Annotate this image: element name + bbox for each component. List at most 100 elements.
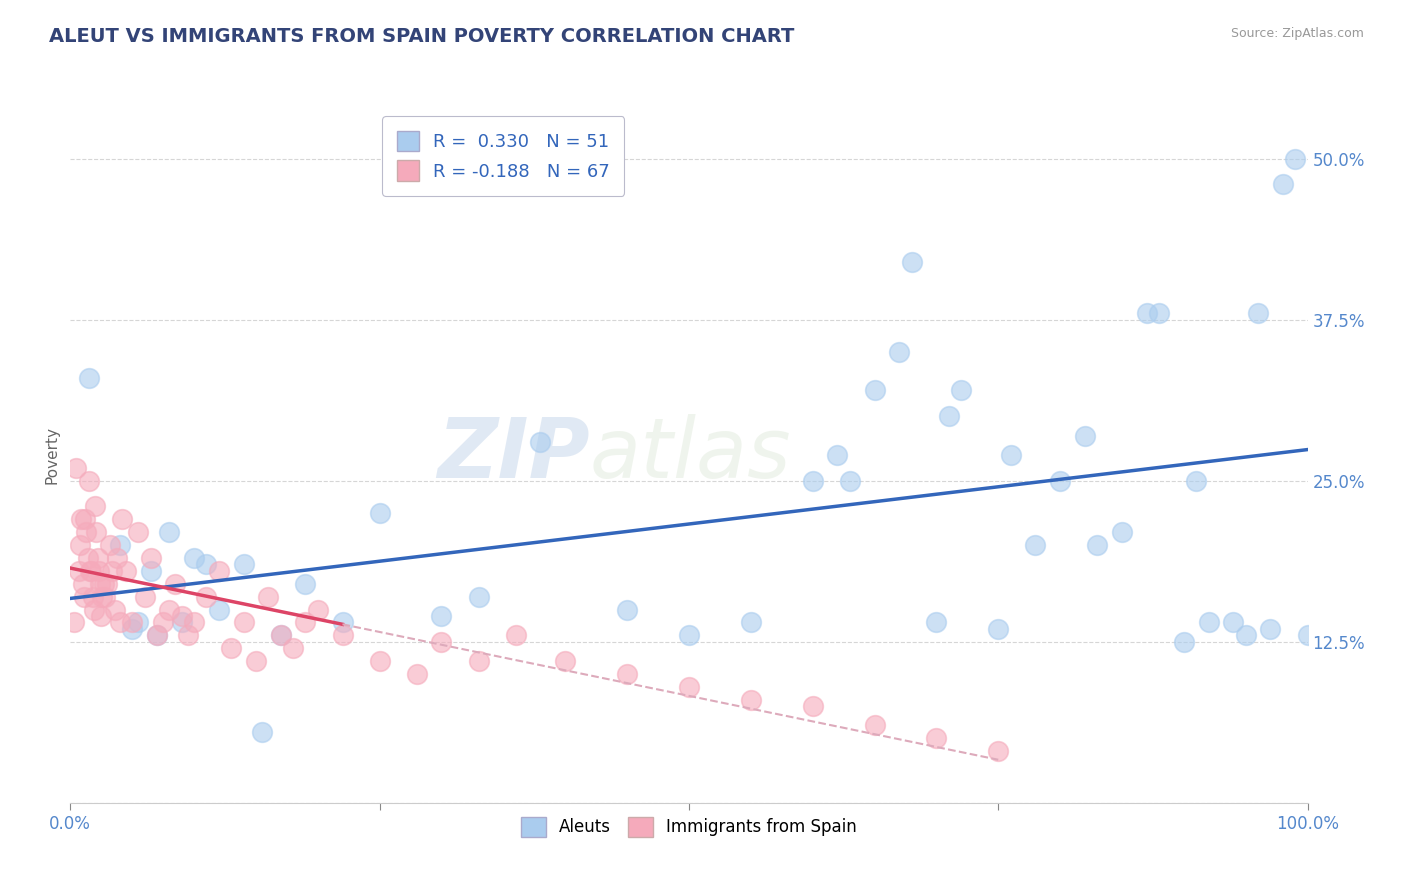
Point xyxy=(77,474,100,488)
Text: ZIP: ZIP xyxy=(437,415,591,495)
Point xyxy=(1284,152,1306,166)
Point xyxy=(1247,306,1270,320)
Point xyxy=(294,576,316,591)
Point xyxy=(84,525,107,540)
Point xyxy=(505,628,527,642)
Legend: Aleuts, Immigrants from Spain: Aleuts, Immigrants from Spain xyxy=(515,811,863,843)
Point xyxy=(1049,474,1071,488)
Point xyxy=(294,615,316,630)
Point xyxy=(554,654,576,668)
Point xyxy=(950,384,973,398)
Point xyxy=(98,538,121,552)
Point xyxy=(900,254,922,268)
Point xyxy=(863,384,886,398)
Point xyxy=(170,615,193,630)
Point xyxy=(127,525,149,540)
Point xyxy=(121,615,143,630)
Point xyxy=(108,615,131,630)
Point xyxy=(208,564,231,578)
Point xyxy=(1260,622,1282,636)
Point xyxy=(67,564,90,578)
Point xyxy=(1173,634,1195,648)
Point xyxy=(157,525,180,540)
Point xyxy=(1198,615,1220,630)
Point xyxy=(250,725,273,739)
Point xyxy=(90,609,112,624)
Point xyxy=(183,551,205,566)
Point xyxy=(69,538,91,552)
Point xyxy=(139,564,162,578)
Point xyxy=(70,512,93,526)
Point xyxy=(1296,628,1319,642)
Point xyxy=(80,564,103,578)
Text: ALEUT VS IMMIGRANTS FROM SPAIN POVERTY CORRELATION CHART: ALEUT VS IMMIGRANTS FROM SPAIN POVERTY C… xyxy=(49,27,794,45)
Point xyxy=(115,564,138,578)
Point xyxy=(332,615,354,630)
Point xyxy=(1234,628,1257,642)
Point xyxy=(101,564,124,578)
Point xyxy=(1024,538,1046,552)
Point xyxy=(270,628,292,642)
Point xyxy=(146,628,169,642)
Point xyxy=(801,699,824,714)
Point xyxy=(63,615,86,630)
Point xyxy=(616,602,638,616)
Y-axis label: Poverty: Poverty xyxy=(44,425,59,484)
Point xyxy=(430,609,453,624)
Point xyxy=(467,590,489,604)
Point xyxy=(1000,448,1022,462)
Point xyxy=(925,731,948,746)
Point xyxy=(1074,428,1097,442)
Point xyxy=(307,602,329,616)
Point xyxy=(430,634,453,648)
Point xyxy=(76,551,98,566)
Point xyxy=(127,615,149,630)
Point xyxy=(87,564,110,578)
Text: atlas: atlas xyxy=(591,415,792,495)
Point xyxy=(79,564,101,578)
Point xyxy=(987,622,1010,636)
Point xyxy=(121,622,143,636)
Point xyxy=(105,551,128,566)
Text: Source: ZipAtlas.com: Source: ZipAtlas.com xyxy=(1230,27,1364,40)
Point xyxy=(332,628,354,642)
Point xyxy=(134,590,156,604)
Point xyxy=(827,448,849,462)
Point xyxy=(82,590,104,604)
Point xyxy=(1147,306,1170,320)
Point xyxy=(678,628,700,642)
Point xyxy=(91,590,114,604)
Point xyxy=(219,641,242,656)
Point xyxy=(281,641,304,656)
Point xyxy=(1111,525,1133,540)
Point xyxy=(938,409,960,424)
Point xyxy=(257,590,280,604)
Point xyxy=(368,506,391,520)
Point xyxy=(529,435,551,450)
Point xyxy=(146,628,169,642)
Point xyxy=(93,576,115,591)
Point xyxy=(73,590,96,604)
Point xyxy=(86,551,108,566)
Point xyxy=(1136,306,1159,320)
Point xyxy=(183,615,205,630)
Point xyxy=(152,615,174,630)
Point xyxy=(889,344,911,359)
Point xyxy=(104,602,127,616)
Point xyxy=(368,654,391,668)
Point xyxy=(467,654,489,668)
Point xyxy=(139,551,162,566)
Point xyxy=(678,680,700,694)
Point xyxy=(863,718,886,732)
Point xyxy=(740,615,762,630)
Point xyxy=(165,576,187,591)
Point xyxy=(1085,538,1108,552)
Point xyxy=(157,602,180,616)
Point xyxy=(245,654,267,668)
Point xyxy=(83,602,105,616)
Point xyxy=(195,558,218,572)
Point xyxy=(84,500,107,514)
Point xyxy=(405,667,427,681)
Point xyxy=(75,525,97,540)
Point xyxy=(208,602,231,616)
